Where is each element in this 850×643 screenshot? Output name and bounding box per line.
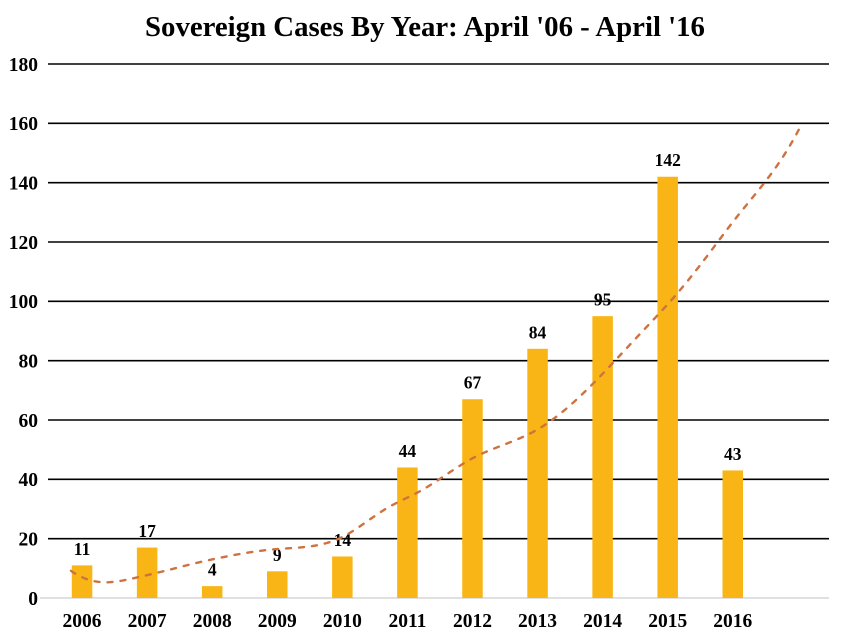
svg-text:2013: 2013 — [518, 611, 557, 632]
svg-text:95: 95 — [594, 290, 612, 310]
svg-text:60: 60 — [19, 411, 39, 432]
svg-text:120: 120 — [9, 233, 38, 254]
svg-text:142: 142 — [655, 150, 681, 170]
svg-text:2011: 2011 — [388, 611, 426, 632]
svg-text:84: 84 — [529, 322, 547, 342]
svg-text:11: 11 — [74, 539, 91, 559]
svg-text:2014: 2014 — [583, 611, 622, 632]
svg-text:100: 100 — [9, 292, 38, 313]
svg-text:40: 40 — [19, 470, 39, 491]
svg-text:2008: 2008 — [193, 611, 232, 632]
svg-text:20: 20 — [19, 529, 39, 550]
svg-text:2015: 2015 — [648, 611, 687, 632]
svg-text:2010: 2010 — [323, 611, 362, 632]
svg-text:9: 9 — [273, 545, 282, 565]
svg-text:140: 140 — [9, 173, 38, 194]
svg-text:43: 43 — [724, 444, 742, 464]
svg-text:4: 4 — [208, 560, 217, 580]
svg-text:80: 80 — [19, 351, 39, 372]
svg-text:2016: 2016 — [713, 611, 752, 632]
svg-text:67: 67 — [464, 373, 482, 393]
svg-text:160: 160 — [9, 114, 38, 135]
svg-text:17: 17 — [138, 521, 156, 541]
svg-text:44: 44 — [399, 441, 417, 461]
svg-text:2006: 2006 — [63, 611, 102, 632]
svg-text:2007: 2007 — [128, 611, 167, 632]
svg-text:180: 180 — [9, 55, 38, 76]
svg-text:0: 0 — [28, 589, 38, 610]
svg-text:2012: 2012 — [453, 611, 492, 632]
svg-text:2009: 2009 — [258, 611, 297, 632]
